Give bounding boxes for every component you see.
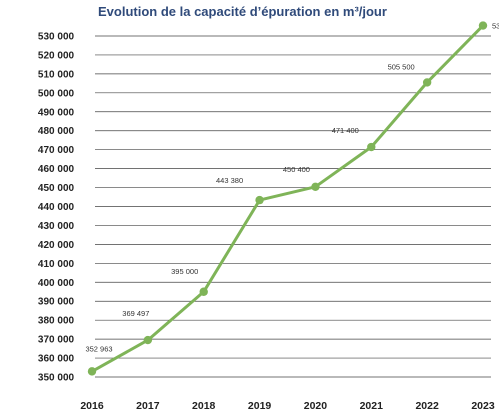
y-tick-label: 350 000: [38, 373, 75, 384]
data-label: 352 963: [85, 344, 112, 353]
y-tick-label: 520 000: [38, 50, 75, 61]
data-point: [199, 287, 208, 296]
y-tick-label: 480 000: [38, 126, 75, 137]
y-tick-label: 510 000: [38, 69, 75, 80]
y-tick-label: 390 000: [38, 297, 75, 308]
x-axis-ticks: 2016 2017 2018 2019 2020 2021 2022 2023: [80, 400, 495, 412]
y-tick-label: 450 000: [38, 183, 75, 194]
series-line-layer: [90, 24, 485, 373]
x-tick-label: 2021: [360, 400, 384, 412]
y-tick-label: 410 000: [38, 259, 75, 270]
y-tick-label: 420 000: [38, 240, 75, 251]
data-point: [255, 195, 264, 205]
data-label: 443 380: [216, 176, 243, 185]
chart-title: Evolution de la capacité d’épuration en …: [98, 4, 387, 19]
x-tick-label: 2017: [136, 400, 160, 412]
data-point: [87, 367, 97, 376]
data-label: 395 000: [171, 267, 198, 276]
data-label: 535 500: [492, 22, 499, 31]
data-label: 471 400: [332, 126, 359, 135]
data-labels: 352 963 369 497 395 000 443 380 450 400 471 4…: [85, 22, 499, 354]
data-label: 369 497: [122, 309, 149, 318]
data-point: [143, 335, 153, 345]
x-tick-label: 2016: [80, 400, 104, 412]
y-tick-label: 440 000: [38, 202, 75, 213]
series-line: [90, 24, 485, 373]
x-tick-label: 2022: [415, 400, 439, 412]
data-points: [87, 21, 488, 376]
y-tick-label: 380 000: [38, 316, 75, 327]
y-axis-ticks: 350 000 360 000 370 000 380 000 390 000 400 0…: [38, 32, 75, 384]
data-point: [478, 21, 488, 30]
y-tick-label: 460 000: [38, 164, 75, 175]
data-label: 450 400: [283, 165, 310, 174]
y-tick-label: 530 000: [38, 32, 75, 43]
data-point: [422, 78, 432, 87]
x-tick-label: 2019: [248, 400, 272, 412]
y-tick-label: 430 000: [38, 221, 75, 232]
grid-lines: [95, 35, 491, 378]
y-tick-label: 400 000: [38, 278, 75, 289]
y-tick-label: 500 000: [38, 88, 75, 99]
x-tick-label: 2020: [304, 400, 328, 412]
y-tick-label: 360 000: [38, 354, 75, 365]
y-tick-label: 490 000: [38, 107, 75, 118]
y-tick-label: 470 000: [38, 145, 75, 156]
data-point: [311, 182, 320, 191]
x-tick-label: 2023: [471, 400, 495, 412]
data-label: 505 500: [388, 62, 415, 71]
x-tick-label: 2018: [192, 400, 216, 412]
data-point: [367, 142, 376, 152]
y-tick-label: 370 000: [38, 335, 75, 346]
